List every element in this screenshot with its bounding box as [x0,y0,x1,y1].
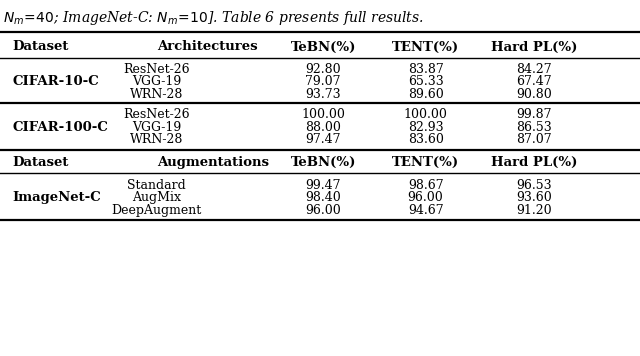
Text: 96.00: 96.00 [305,204,341,216]
Text: 79.07: 79.07 [305,75,341,88]
Text: WRN-28: WRN-28 [130,134,184,146]
Text: Dataset: Dataset [13,156,69,169]
Text: 100.00: 100.00 [301,109,345,121]
Text: ResNet-26: ResNet-26 [124,109,190,121]
Text: 98.40: 98.40 [305,191,341,204]
Text: 90.80: 90.80 [516,88,552,101]
Text: 100.00: 100.00 [404,109,447,121]
Text: 92.80: 92.80 [305,63,341,76]
Text: CIFAR-10-C: CIFAR-10-C [13,75,100,88]
Text: 97.47: 97.47 [305,134,341,146]
Text: 65.33: 65.33 [408,75,444,88]
Text: $N_m\!=\!40$; ImageNet-C: $N_m\!=\!10$]. Table 6 presents full results.: $N_m\!=\!40$; ImageNet-C: $N_m\!=\!10$].… [3,9,424,27]
Text: 99.87: 99.87 [516,109,552,121]
Text: DeepAugment: DeepAugment [111,204,202,216]
Text: Standard: Standard [127,179,186,192]
Text: 99.47: 99.47 [305,179,341,192]
Text: 83.87: 83.87 [408,63,444,76]
Text: 89.60: 89.60 [408,88,444,101]
Text: TENT(%): TENT(%) [392,156,459,169]
Text: 86.53: 86.53 [516,121,552,134]
Text: 84.27: 84.27 [516,63,552,76]
Text: Architectures: Architectures [157,41,257,53]
Text: TeBN(%): TeBN(%) [291,41,356,53]
Text: Augmentations: Augmentations [157,156,269,169]
Text: 91.20: 91.20 [516,204,552,216]
Text: WRN-28: WRN-28 [130,88,184,101]
Text: 87.07: 87.07 [516,134,552,146]
Text: 83.60: 83.60 [408,134,444,146]
Text: 88.00: 88.00 [305,121,341,134]
Text: 98.67: 98.67 [408,179,444,192]
Text: TENT(%): TENT(%) [392,41,459,53]
Text: 93.73: 93.73 [305,88,341,101]
Text: AugMix: AugMix [132,191,181,204]
Text: CIFAR-100-C: CIFAR-100-C [13,121,109,134]
Text: 67.47: 67.47 [516,75,552,88]
Text: Dataset: Dataset [13,41,69,53]
Text: TeBN(%): TeBN(%) [291,156,356,169]
Text: 94.67: 94.67 [408,204,444,216]
Text: VGG-19: VGG-19 [132,121,181,134]
Text: 82.93: 82.93 [408,121,444,134]
Text: ImageNet-C: ImageNet-C [13,191,102,204]
Text: ResNet-26: ResNet-26 [124,63,190,76]
Text: Hard PL(%): Hard PL(%) [492,156,577,169]
Text: Hard PL(%): Hard PL(%) [492,41,577,53]
Text: 93.60: 93.60 [516,191,552,204]
Text: 96.53: 96.53 [516,179,552,192]
Text: VGG-19: VGG-19 [132,75,181,88]
Text: 96.00: 96.00 [408,191,444,204]
